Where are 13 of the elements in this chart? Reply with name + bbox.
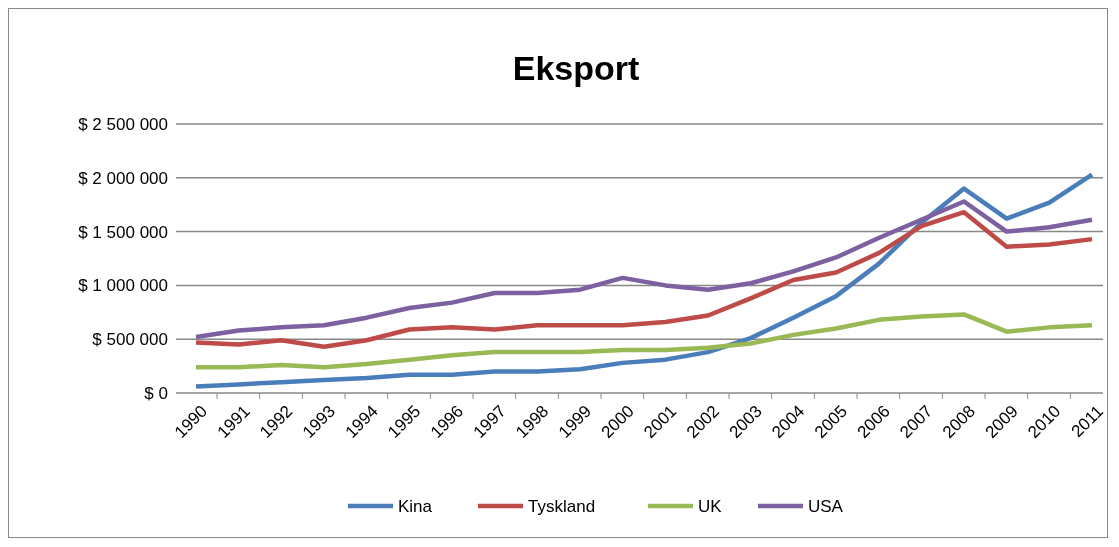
y-tick-label: $ 2 500 000 <box>78 114 168 134</box>
legend-label: USA <box>808 496 844 516</box>
legend-label: Tyskland <box>528 496 596 516</box>
legend-label: UK <box>698 496 723 516</box>
legend-label: Kina <box>398 496 433 516</box>
y-tick-label: $ 500 000 <box>92 330 168 350</box>
y-tick-label: $ 2 000 000 <box>78 168 168 188</box>
chart-title: Eksport <box>512 49 640 87</box>
y-tick-label: $ 0 <box>144 383 168 403</box>
line-series <box>193 312 1095 370</box>
y-tick-label: $ 1 500 000 <box>78 222 168 242</box>
y-tick-label: $ 1 000 000 <box>78 276 168 296</box>
line-series <box>193 172 1095 389</box>
